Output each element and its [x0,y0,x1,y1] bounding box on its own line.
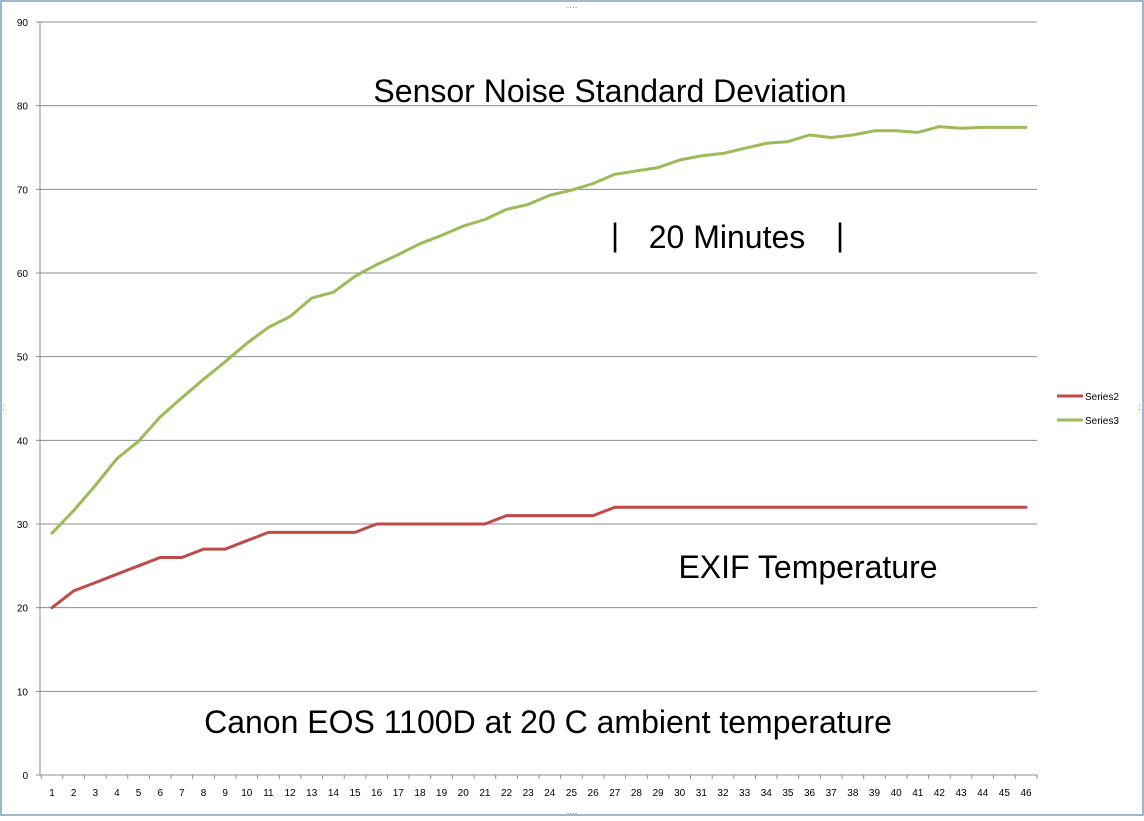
minutes-left-bar: | [611,217,619,253]
resize-handle-bottom[interactable]: .... [566,806,577,817]
y-tick-label: 80 [17,102,29,113]
x-tick-label: 36 [804,788,816,799]
x-tick-label: 17 [393,788,405,799]
y-tick-label: 30 [17,520,29,531]
minutes-annotation: 20 Minutes [649,219,806,255]
x-tick-label: 34 [761,788,773,799]
legend-label-series3: Series3 [1085,416,1119,427]
resize-handle-top[interactable]: .... [566,0,577,11]
x-tick-label: 16 [371,788,383,799]
chart-title: Sensor Noise Standard Deviation [373,73,846,109]
x-tick-label: 41 [912,788,924,799]
x-tick-label: 2 [71,788,77,799]
x-tick-label: 38 [847,788,859,799]
x-tick-label: 11 [263,788,274,799]
x-tick-label: 44 [977,788,989,799]
y-tick-label: 10 [17,687,29,698]
x-tick-label: 35 [782,788,794,799]
x-tick-label: 25 [566,788,578,799]
y-tick-label: 20 [17,604,29,615]
resize-handle-left[interactable]: : [2,402,5,413]
x-tick-label: 10 [241,788,253,799]
minutes-right-bar: | [836,217,844,253]
x-tick-label: 18 [414,788,426,799]
x-tick-label: 30 [674,788,686,799]
x-tick-label: 32 [717,788,729,799]
x-tick-label: 1 [49,788,55,799]
x-tick-label: 7 [179,788,185,799]
series-lines [50,125,1028,610]
y-tick-label: 40 [17,436,29,447]
exif-temperature-annotation: EXIF Temperature [678,549,937,585]
x-tick-label: 46 [1020,788,1032,799]
x-tick-label: 9 [222,788,228,799]
legend-label-series2: Series2 [1085,392,1119,403]
y-tick-label: 60 [17,269,29,280]
x-tick-label: 42 [934,788,946,799]
series-line-series3 [50,125,1028,535]
x-tick-label: 23 [523,788,535,799]
axes [39,22,1037,776]
x-tick-label: 33 [739,788,751,799]
x-tick-label: 3 [93,788,99,799]
x-tick-label: 12 [285,788,297,799]
x-tick-label: 22 [501,788,513,799]
x-axis-ticks: 1 2 3 4 5 6 7 8 9 10 11 12 13 14 15 16 17 18 19 20 21 22 23 24 2… [40,775,1038,799]
x-tick-label: 26 [588,788,600,799]
x-tick-label: 39 [869,788,881,799]
x-tick-label: 45 [999,788,1011,799]
resize-handle-right[interactable]: : [1138,402,1141,413]
x-tick-label: 14 [328,788,340,799]
x-tick-label: 28 [631,788,643,799]
x-tick-label: 21 [479,788,491,799]
series-line-series2 [50,505,1028,610]
legend[interactable]: Series2 Series3 [1057,392,1119,427]
x-tick-label: 13 [306,788,318,799]
x-tick-label: 6 [157,788,163,799]
y-tick-label: 0 [22,771,28,782]
x-tick-label: 19 [436,788,448,799]
x-tick-label: 31 [696,788,708,799]
y-tick-label: 50 [17,353,29,364]
x-tick-label: 15 [349,788,361,799]
x-tick-label: 20 [458,788,470,799]
x-tick-label: 27 [609,788,621,799]
y-axis-ticks: 0 10 20 30 40 50 60 70 80 90 [17,18,40,782]
x-tick-label: 24 [544,788,556,799]
x-tick-label: 8 [201,788,207,799]
x-tick-label: 40 [891,788,903,799]
y-tick-label: 70 [17,185,29,196]
x-tick-label: 5 [136,788,142,799]
y-tick-label: 90 [17,18,29,29]
x-tick-label: 37 [826,788,838,799]
gridlines [40,21,1037,692]
camera-annotation: Canon EOS 1100D at 20 C ambient temperat… [204,704,892,740]
x-tick-label: 29 [652,788,664,799]
x-tick-label: 43 [956,788,968,799]
x-tick-label: 4 [114,788,120,799]
